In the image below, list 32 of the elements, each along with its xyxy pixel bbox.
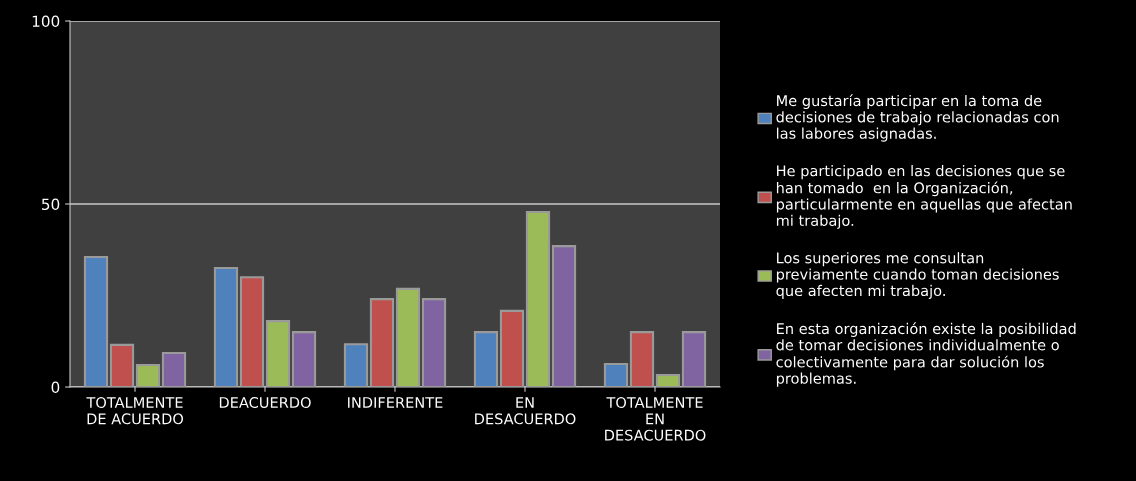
legend-label: He participado en las decisiones que se han tomado en la Organización, particularmente en aquellas que afectan mi trabajo. [776,165,1072,229]
bar [473,331,499,387]
bar [603,362,629,387]
bar [109,343,135,387]
bar [135,364,161,387]
bar [421,298,447,387]
bar [499,309,525,387]
bar [83,256,109,387]
bar [343,343,369,387]
bar [629,331,655,387]
bar [265,320,291,387]
bar [395,287,421,387]
bar [161,351,187,387]
bar [655,373,681,387]
legend-label: Los superiores me consultan previamente cuando toman decisiones que afecten mi trabajo. [776,252,1059,299]
legend-label: Me gustaría participar en la toma de decisiones de trabajo relacionadas con las labores asignadas. [776,94,1059,142]
legend-label: En esta organización existe la posibilidad de tomar decisiones individualmente o colectivamente para dar solución los problemas. [776,322,1076,387]
bar [525,211,551,387]
bar [369,298,395,387]
x-tick-label: INDIFERENTE [348,397,443,408]
bar [239,276,265,387]
bar [213,267,239,387]
bar [551,245,577,387]
bar [291,331,317,387]
x-tick-label: TOTALMENTE DE ACUERDO [86,396,184,425]
x-tick-label: TOTALMENTE EN DESACUERDO [605,396,706,441]
x-tick-label: DEACUERDO [219,396,311,409]
bar [681,331,707,387]
x-tick-label: EN DESACUERDO [475,397,576,425]
y-tick-label: 100 [32,15,60,28]
y-tick-label: 0 [51,381,60,394]
y-tick-label: 50 [42,198,60,211]
